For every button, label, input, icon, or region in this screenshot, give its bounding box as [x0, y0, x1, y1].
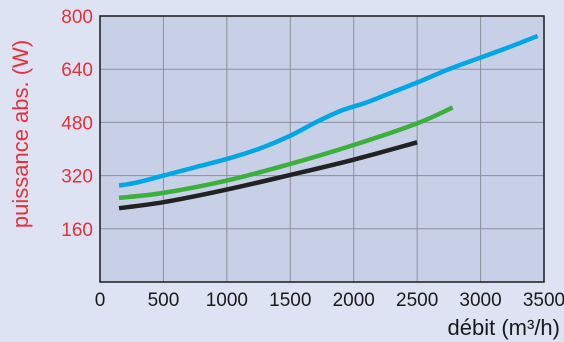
y-tick-label: 640 [61, 60, 93, 81]
series-line-3 [118, 140, 418, 211]
y-tick-label: 480 [61, 113, 93, 134]
x-axis-label: débit (m³/h) [448, 315, 560, 340]
y-axis-label: puissance abs. (W) [8, 40, 33, 228]
y-tick-labels: 160 320 480 640 800 [61, 7, 93, 241]
x-tick-label: 0 [95, 290, 106, 311]
x-tick-label: 2000 [333, 290, 375, 311]
y-tick-label: 320 [61, 167, 93, 188]
x-tick-label: 2500 [396, 290, 438, 311]
x-tick-label: 500 [148, 290, 180, 311]
x-tick-label: 1500 [269, 290, 311, 311]
plot-area [100, 16, 544, 282]
series-layer [118, 33, 539, 211]
x-tick-labels: 0 500 1000 1500 2000 2500 3000 3500 [95, 290, 564, 311]
x-tick-label: 3000 [459, 290, 501, 311]
series-line-2 [118, 105, 454, 201]
x-tick-label: 3500 [523, 290, 564, 311]
plot-frame [99, 15, 545, 283]
x-tick-label: 1000 [206, 290, 248, 311]
y-tick-label: 800 [61, 7, 93, 28]
series-line-1 [118, 33, 539, 188]
y-tick-label: 160 [61, 220, 93, 241]
